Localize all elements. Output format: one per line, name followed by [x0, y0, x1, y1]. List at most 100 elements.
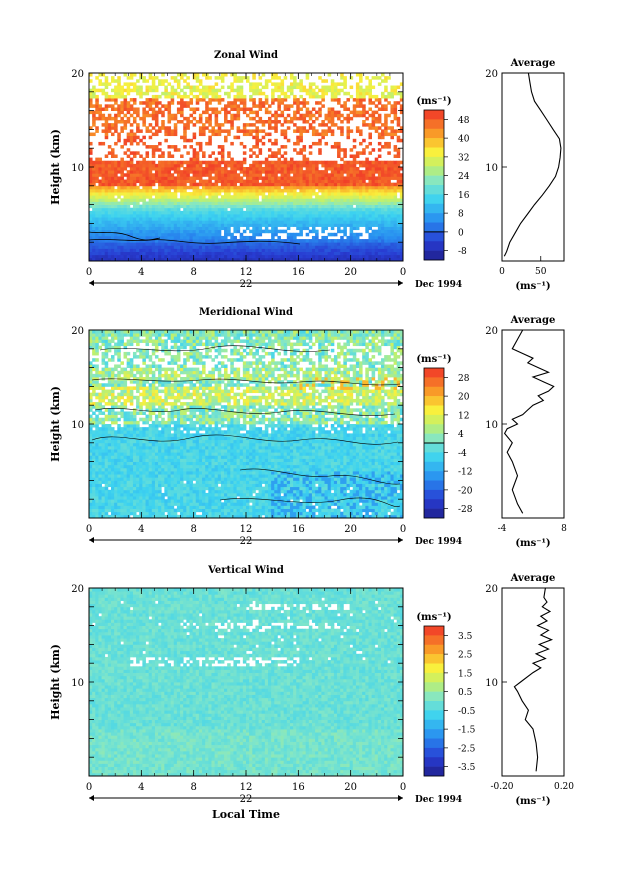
average-line: [513, 587, 554, 772]
date-bar-arrow: [398, 537, 403, 543]
colorbar-segment: [424, 766, 444, 777]
y-tick-label: 10: [71, 420, 84, 431]
colorbar-tick-label: -1.5: [458, 726, 476, 736]
colorbar-tick-label: 48: [458, 116, 470, 126]
colorbar-segment: [424, 489, 444, 500]
date-bar-arrow: [398, 795, 403, 801]
colorbar-segment: [424, 635, 444, 646]
colorbar-segment: [424, 729, 444, 739]
colorbar-tick-label: 40: [458, 135, 470, 145]
x-tick-label: 16: [292, 267, 305, 278]
y-axis-label: Height (km): [49, 129, 62, 205]
y-axis-label: Height (km): [49, 386, 62, 462]
colorbar-segment: [424, 471, 444, 481]
average-x-tick-label: 0: [499, 267, 505, 277]
average-x-label: (ms⁻¹): [515, 538, 550, 549]
colorbar-segment: [424, 738, 444, 749]
colorbar-segment: [424, 194, 444, 205]
x-tick-label: 4: [138, 267, 144, 278]
x-tick-label: 4: [138, 524, 144, 535]
colorbar-segment: [424, 368, 444, 378]
colorbar-unit: (ms⁻¹): [416, 612, 451, 623]
colorbar-segment: [424, 156, 444, 167]
date-day: 22: [240, 279, 253, 290]
x-tick-label: 12: [240, 524, 253, 535]
colorbar-tick-label: 0.5: [458, 688, 473, 698]
heatmap-cells: [89, 73, 404, 262]
average-y-tick-label: 20: [485, 69, 498, 80]
colorbar-tick-label: -0.5: [458, 707, 476, 717]
date-day: 22: [240, 794, 253, 805]
x-tick-label: 0: [400, 267, 406, 278]
colorbar-segment: [424, 250, 444, 261]
colorbar-tick-label: 8: [458, 210, 464, 220]
date-label: Dec 1994: [415, 280, 462, 290]
colorbar-segment: [424, 433, 444, 444]
x-tick-label: 0: [400, 524, 406, 535]
y-tick-label: 10: [71, 163, 84, 174]
colorbar-tick-label: -28: [458, 505, 473, 515]
panel-3: Vertical Wind 10 20 Height (km) 0 4 8 12 16 20 0 22…: [49, 565, 574, 821]
x-tick-label: 0: [86, 524, 92, 535]
average-x-label: (ms⁻¹): [515, 281, 550, 292]
colorbar-segment: [424, 644, 444, 655]
colorbar-segment: [424, 672, 444, 683]
date-bar-arrow: [89, 537, 94, 543]
y-tick-label: 20: [71, 584, 84, 595]
average-y-tick-label: 20: [485, 584, 498, 595]
colorbar-tick-label: -8: [458, 247, 467, 257]
colorbar: (ms⁻¹) 3.5 2.5 1.5 0.5 -0.5 -1.5 -2.5 -3.5: [416, 612, 476, 777]
colorbar-segment: [424, 663, 444, 674]
average-x-tick-label: 0.20: [554, 782, 574, 792]
colorbar-tick-label: 24: [458, 172, 470, 182]
colorbar-segment: [424, 710, 444, 721]
colorbar-tick-label: -2.5: [458, 744, 476, 754]
date-label: Dec 1994: [415, 537, 462, 547]
colorbar-tick-label: 28: [458, 374, 470, 384]
colorbar-segment: [424, 691, 444, 702]
average-title: Average: [510, 315, 556, 326]
colorbar-tick-label: 1.5: [458, 669, 473, 679]
colorbar-tick-label: -3.5: [458, 763, 476, 773]
colorbar-tick-label: 3.5: [458, 632, 473, 642]
colorbar-segment: [424, 241, 444, 251]
colorbar-segment: [424, 377, 444, 388]
colorbar-tick-label: -4: [458, 449, 467, 459]
colorbar-segment: [424, 405, 444, 416]
average-x-label: (ms⁻¹): [515, 796, 550, 807]
contour-line: [94, 407, 396, 416]
x-tick-label: 0: [86, 267, 92, 278]
average-y-tick-label: 10: [485, 420, 498, 431]
average-x-tick-label: 8: [561, 524, 567, 534]
x-tick-label: 20: [344, 267, 357, 278]
colorbar-tick-label: 32: [458, 153, 469, 163]
colorbar-segment: [424, 654, 444, 664]
colorbar-unit: (ms⁻¹): [416, 354, 451, 365]
average-profile: Average 10 20 -4 8 (ms⁻¹): [485, 315, 567, 549]
x-tick-label: 12: [240, 267, 253, 278]
colorbar-segment: [424, 175, 444, 186]
colorbar-segment: [424, 128, 444, 139]
colorbar-tick-label: 2.5: [458, 651, 473, 661]
colorbar-segment: [424, 386, 444, 397]
x-axis-label: Local Time: [212, 808, 280, 821]
colorbar-frame: [423, 625, 445, 777]
contour-line: [91, 378, 401, 386]
y-tick-label: 10: [71, 678, 84, 689]
colorbar-segment: [424, 461, 444, 472]
x-tick-label: 20: [344, 782, 357, 793]
contour-line: [88, 231, 161, 241]
y-tick-label: 20: [71, 326, 84, 337]
average-y-tick-label: 20: [485, 326, 498, 337]
colorbar-segment: [424, 480, 444, 491]
colorbar-segment: [424, 147, 444, 158]
colorbar-segment: [424, 719, 444, 730]
colorbar-segment: [424, 231, 444, 242]
panel-title: Vertical Wind: [207, 565, 284, 576]
colorbar-segment: [424, 138, 444, 148]
contour-line: [99, 345, 331, 352]
colorbar-segment: [424, 747, 444, 758]
date-bar-arrow: [89, 795, 94, 801]
contour-line: [91, 434, 399, 445]
